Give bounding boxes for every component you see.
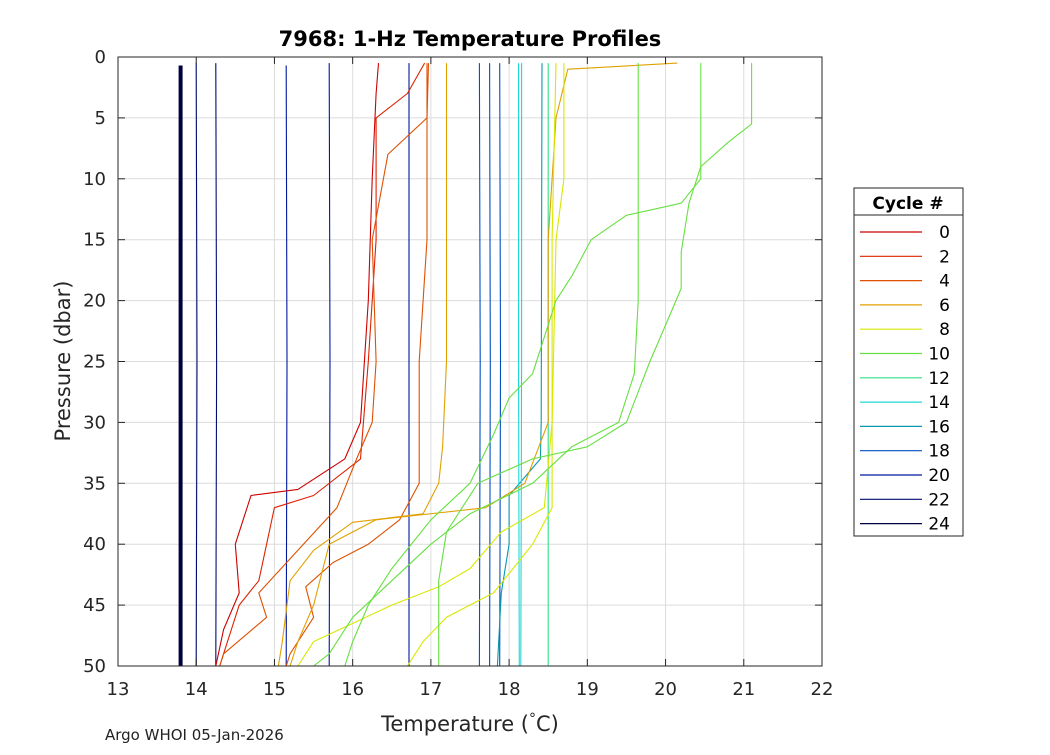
x-tick-label: 16 (341, 679, 364, 700)
y-axis-label: Pressure (dbar) (51, 281, 75, 442)
legend-label: 18 (928, 442, 950, 462)
y-tick-label: 20 (83, 291, 106, 312)
y-tick-label: 25 (83, 352, 106, 373)
profile-line-green-10c (438, 63, 753, 666)
profile-line-green-10b (344, 63, 702, 666)
profile-line-blue-15.15 (285, 65, 288, 666)
y-tick-label: 5 (95, 108, 106, 129)
legend-box (853, 187, 964, 537)
legend-label: 14 (928, 393, 950, 413)
legend-label: 6 (939, 296, 950, 316)
profile-line-red-4 (219, 63, 430, 666)
profile-line-orange-yellow (289, 62, 678, 666)
x-tick-label: 15 (263, 679, 286, 700)
legend-label: 16 (928, 417, 950, 437)
y-tick-label: 15 (83, 230, 106, 251)
chart-title: 7968: 1-Hz Temperature Profiles (279, 27, 662, 51)
legend-label: 0 (939, 223, 950, 243)
profile-line-blue-17.9 (499, 63, 502, 666)
y-tick-label: 35 (83, 473, 106, 494)
profile-line-cyan-18.1 (517, 63, 520, 666)
y-tick-label: 30 (83, 412, 106, 433)
legend-title: Cycle # (872, 194, 943, 214)
profile-line-blue-17.75 (489, 63, 491, 666)
x-tick-label: 20 (654, 679, 677, 700)
y-tick-label: 10 (83, 169, 106, 190)
x-tick-label: 21 (732, 679, 755, 700)
axis-ticks: 13 14 15 16 17 18 19 20 21 22 0 5 10 15 20 25 30 35 40 45 50 (83, 47, 833, 700)
profile-line-yellow-8a (297, 63, 557, 666)
x-tick-label: 17 (419, 679, 442, 700)
x-tick-label: 22 (811, 679, 834, 700)
profile-line-red-0 (215, 63, 380, 666)
profile-line-navy-14.25 (215, 63, 218, 666)
y-tick-label: 45 (83, 595, 106, 616)
x-tick-label: 14 (185, 679, 208, 700)
legend-label: 22 (928, 490, 950, 510)
legend-label: 12 (928, 369, 950, 389)
legend-label: 8 (939, 320, 950, 340)
x-tick-label: 18 (498, 679, 521, 700)
profile-line-red-2 (219, 62, 426, 666)
profile-line-blue-17.6 (478, 63, 481, 666)
footer-credit: Argo WHOI 05-Jan-2026 (105, 726, 284, 744)
y-tick-label: 40 (83, 534, 106, 555)
profile-line-blue-15.7 (328, 63, 331, 666)
series-layer (178, 62, 753, 666)
profile-line-navy-14.0 (195, 63, 198, 666)
profile-line-orange-6 (285, 63, 428, 666)
profile-line-yellow-8b (406, 63, 565, 666)
x-axis-label: Temperature (°C) (380, 711, 559, 736)
y-tick-label: 0 (95, 47, 106, 68)
legend-label: 2 (939, 247, 950, 267)
y-tick-label: 50 (83, 656, 106, 677)
profile-line-teal-18.1 (496, 63, 543, 666)
profile-line-cyan-18.15 (520, 63, 523, 666)
legend-label: 24 (928, 515, 950, 535)
legend-label: 10 (928, 345, 950, 365)
x-tick-label: 19 (576, 679, 599, 700)
profile-line-green-10a (313, 63, 639, 666)
legend-label: 20 (928, 466, 950, 486)
x-tick-label: 13 (107, 679, 130, 700)
legend-label: 4 (939, 272, 950, 292)
